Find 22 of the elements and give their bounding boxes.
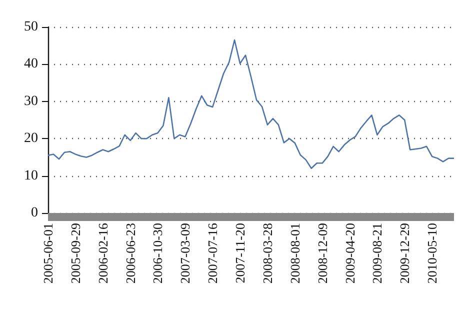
y-tick-label: 30 — [24, 94, 38, 109]
x-tick-label: 2010-05-10 — [424, 223, 440, 284]
x-tick-label: 2005-09-29 — [68, 223, 83, 284]
x-tick-label: 2007-07-16 — [205, 222, 220, 284]
x-tick-label: 2006-02-16 — [95, 222, 110, 284]
x-tick-label: 2005-06-01 — [40, 223, 56, 284]
y-tick-label: 50 — [24, 20, 38, 34]
x-tick-label: 2009-12-29 — [397, 223, 412, 284]
y-tick-label: 40 — [24, 56, 38, 72]
x-tick-label: 2008-12-09 — [314, 223, 330, 284]
x-tick-label: 2007-11-20 — [232, 223, 248, 284]
y-tick-label: 0 — [31, 206, 38, 220]
x-tick-label: 2009-04-20 — [342, 223, 358, 284]
x-tick-label: 2009-08-21 — [370, 223, 385, 284]
x-tick-label: 2006-10-30 — [150, 223, 166, 284]
x-tick-label: 2008-08-01 — [287, 223, 302, 284]
x-tick-label: 2008-03-28 — [260, 223, 275, 284]
line-series — [47, 39, 455, 170]
x-tick-label: 2006-06-23 — [122, 223, 138, 284]
y-tick-label: 10 — [24, 168, 38, 184]
y-tick-label: 20 — [24, 131, 38, 146]
x-tick-label: 2007-03-09 — [178, 223, 193, 284]
